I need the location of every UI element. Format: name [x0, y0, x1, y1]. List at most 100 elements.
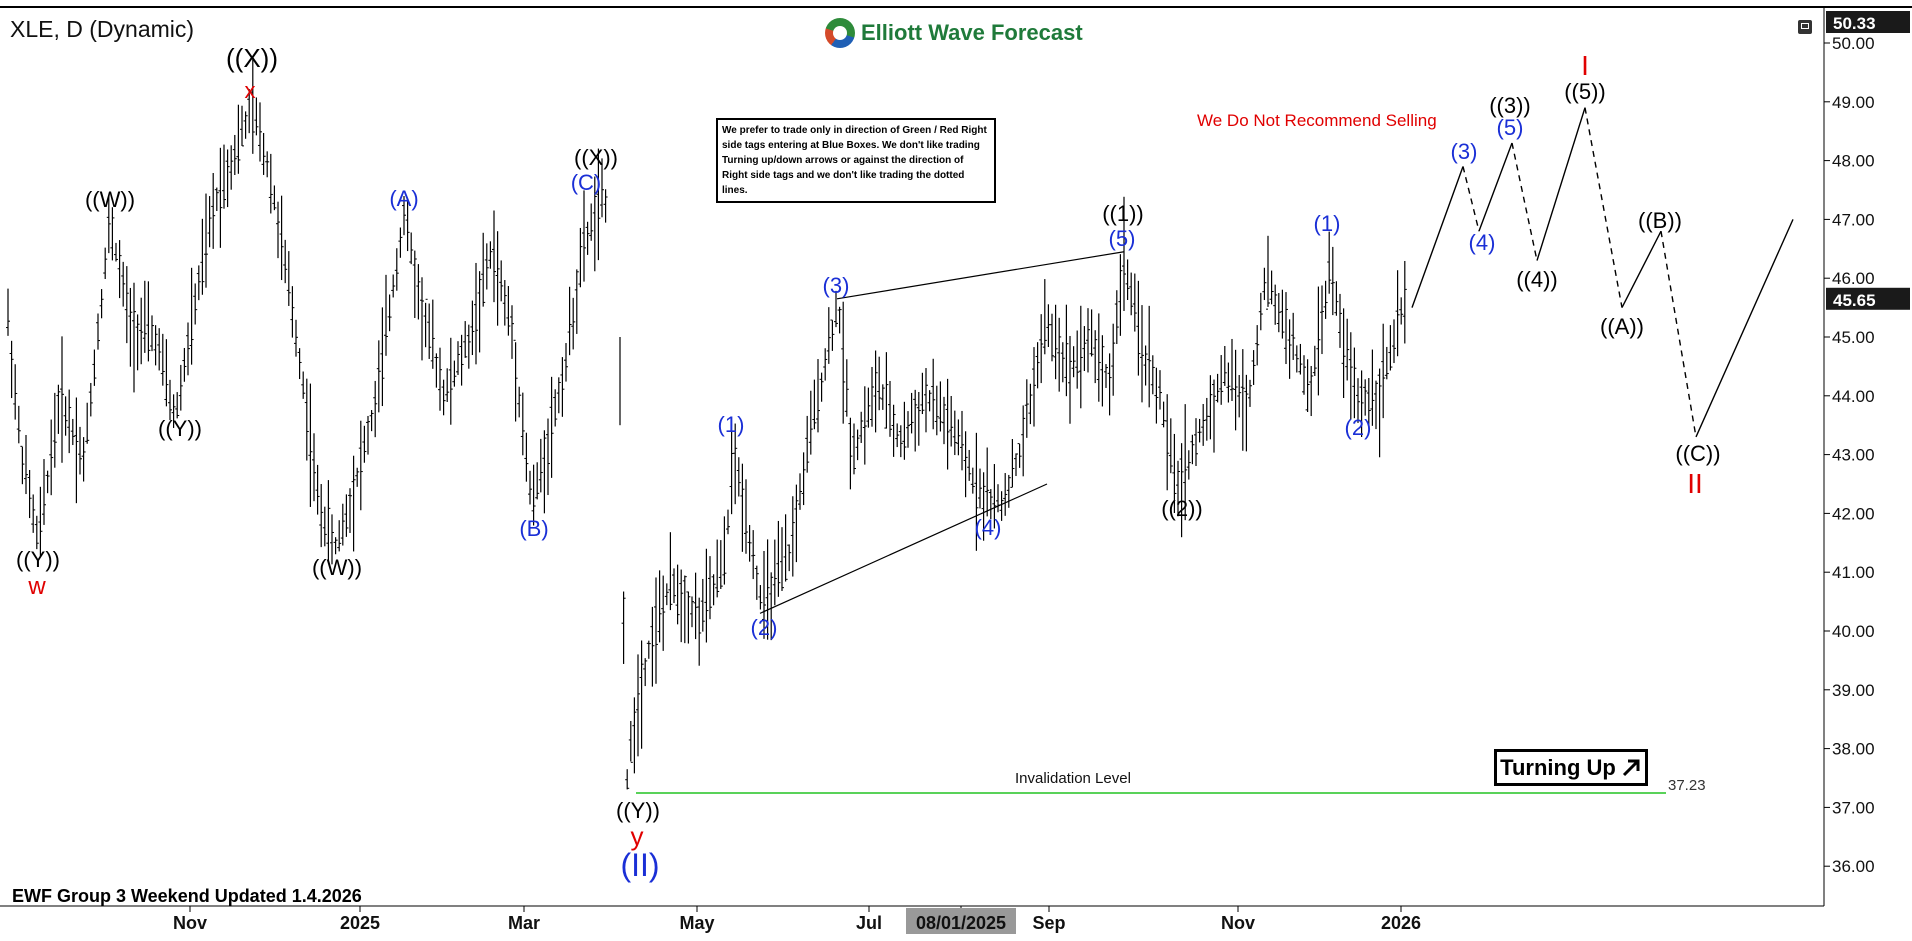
price-bar — [956, 419, 961, 456]
price-bar — [1129, 272, 1134, 316]
wave-label: ((2)) — [1161, 496, 1203, 521]
price-bar — [171, 394, 176, 428]
price-bar — [31, 494, 36, 533]
price-bar — [452, 360, 457, 387]
price-bar — [898, 425, 903, 458]
price-bar — [139, 297, 144, 365]
price-bar — [646, 640, 651, 659]
price-bar — [1024, 379, 1029, 438]
price-bar — [855, 429, 860, 461]
price-bar — [794, 484, 799, 563]
price-bar — [499, 260, 504, 302]
wave-projection-lines — [759, 107, 1794, 614]
price-tick-label: 48.00 — [1832, 152, 1875, 171]
price-bar — [70, 418, 75, 446]
price-bar — [78, 426, 82, 475]
price-bars — [6, 59, 1407, 790]
price-bar — [650, 606, 655, 687]
time-tick-label: Mar — [508, 913, 540, 933]
price-bar — [790, 496, 795, 577]
price-bar — [1262, 267, 1267, 301]
price-bar — [49, 419, 54, 496]
price-bar — [1140, 305, 1144, 403]
top-price-label: 50.33 — [1833, 14, 1876, 33]
wave-label: ((X)) — [226, 43, 278, 73]
price-bar — [312, 433, 316, 502]
price-bar — [1341, 308, 1346, 399]
wave-label: (5) — [1497, 115, 1524, 140]
price-bar — [16, 405, 21, 444]
price-bar — [816, 359, 820, 433]
price-bar — [1273, 284, 1278, 325]
price-bar — [751, 530, 756, 580]
price-bar — [711, 574, 716, 606]
price-bar — [718, 540, 723, 589]
price-bar — [1338, 293, 1342, 348]
price-bar — [186, 322, 190, 376]
price-bar — [1395, 270, 1400, 357]
price-bar — [1057, 317, 1062, 392]
price-bar — [736, 457, 741, 497]
price-bar — [391, 274, 396, 298]
restore-window-icon[interactable] — [1798, 20, 1812, 34]
price-bar — [52, 392, 57, 468]
price-bar — [355, 467, 360, 487]
price-bar — [427, 303, 432, 359]
price-bar — [891, 404, 896, 457]
price-bar — [1276, 292, 1281, 333]
price-bar — [780, 527, 784, 591]
lower-trendline — [759, 483, 1048, 614]
wave-label: ((X)) — [574, 145, 618, 170]
price-bar — [409, 232, 414, 265]
turning-up-badge: Turning Up — [1494, 749, 1648, 786]
price-bar — [1071, 346, 1076, 378]
projection-segment — [1660, 231, 1697, 438]
price-bar — [776, 520, 781, 597]
price-bar — [844, 359, 849, 417]
price-bar — [506, 286, 511, 336]
price-tick-label: 42.00 — [1832, 504, 1875, 523]
price-bar — [142, 280, 147, 353]
price-bar — [1298, 343, 1303, 375]
price-bar — [362, 425, 367, 463]
wave-label: (II) — [620, 847, 659, 883]
price-bar — [1168, 418, 1173, 474]
price-bar — [258, 102, 262, 162]
price-bar — [524, 432, 529, 482]
price-bar — [229, 145, 234, 190]
price-bar — [430, 299, 435, 369]
price-bar — [1114, 290, 1119, 345]
price-bar — [715, 539, 720, 598]
price-bar — [434, 353, 439, 388]
price-bar — [974, 432, 979, 551]
update-note: EWF Group 3 Weekend Updated 1.4.2026 — [12, 886, 362, 906]
price-bar — [1366, 378, 1371, 427]
price-bar — [510, 305, 514, 359]
price-bar — [769, 572, 774, 641]
price-bar — [996, 484, 1000, 513]
price-bar — [330, 514, 334, 565]
price-bar — [625, 769, 630, 790]
price-bar — [67, 389, 72, 454]
price-bar — [999, 491, 1004, 521]
price-bar — [283, 239, 288, 284]
price-bar — [398, 227, 403, 258]
price-bar — [279, 195, 284, 281]
price-bar — [1064, 304, 1069, 397]
turning-up-label: Turning Up — [1500, 754, 1616, 780]
time-tick-label: Nov — [173, 913, 207, 933]
price-bar — [236, 104, 241, 174]
wave-label: (4) — [1469, 230, 1496, 255]
price-bar — [1068, 335, 1072, 424]
price-bar — [261, 132, 266, 175]
price-bar — [697, 597, 702, 666]
price-bar — [690, 596, 694, 628]
price-bar — [1302, 355, 1306, 395]
price-bar — [1327, 231, 1332, 294]
price-bar — [657, 570, 662, 643]
price-bar — [366, 415, 370, 455]
price-bar — [628, 720, 633, 763]
projection-segment — [1478, 142, 1513, 232]
wave-label: ((A)) — [1600, 314, 1644, 339]
price-bar — [1186, 450, 1191, 480]
